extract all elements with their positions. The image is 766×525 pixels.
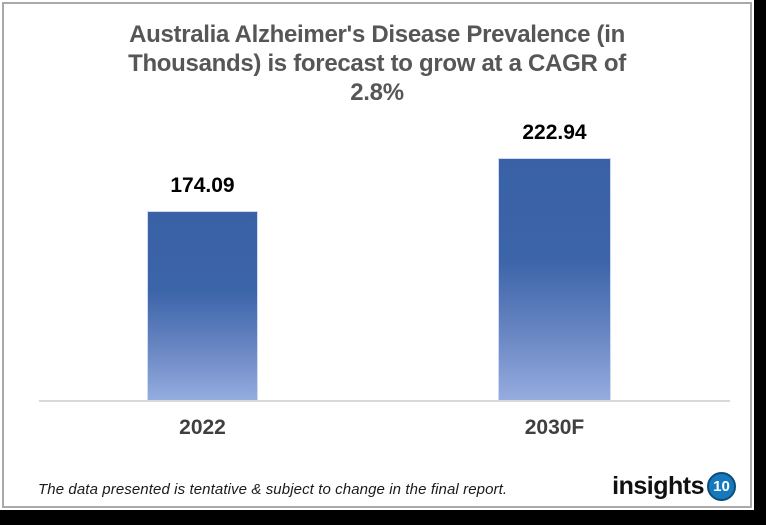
- chart-title-line-2: Thousands) is forecast to grow at a CAGR…: [128, 50, 626, 77]
- x-axis-line: [39, 400, 730, 402]
- logo-text: insights: [612, 472, 704, 500]
- bar-2030f: [499, 159, 610, 400]
- chart-card: Australia Alzheimer's Disease Prevalence…: [2, 2, 752, 508]
- insights10-logo: insights 10: [612, 472, 736, 501]
- bar-value-label-2022: 174.09: [170, 174, 235, 197]
- plot-area: 174.09 222.94: [4, 4, 750, 402]
- chart-title-line-3: 2.8%: [350, 79, 404, 106]
- x-axis-label-2030f: 2030F: [524, 416, 585, 439]
- disclaimer-text: The data presented is tentative & subjec…: [38, 481, 508, 498]
- chart-title: Australia Alzheimer's Disease Prevalence…: [4, 20, 750, 107]
- x-axis-label-2022: 2022: [179, 416, 226, 439]
- bar-value-label-2030f: 222.94: [522, 121, 587, 144]
- bar-group-2030f: 222.94: [499, 4, 610, 400]
- chart-title-line-1: Australia Alzheimer's Disease Prevalence…: [129, 21, 625, 48]
- bar-2022: [148, 212, 257, 400]
- bar-group-2022: 174.09: [148, 4, 257, 400]
- chart-page: Australia Alzheimer's Disease Prevalence…: [0, 0, 754, 510]
- logo-badge-10: 10: [707, 472, 736, 501]
